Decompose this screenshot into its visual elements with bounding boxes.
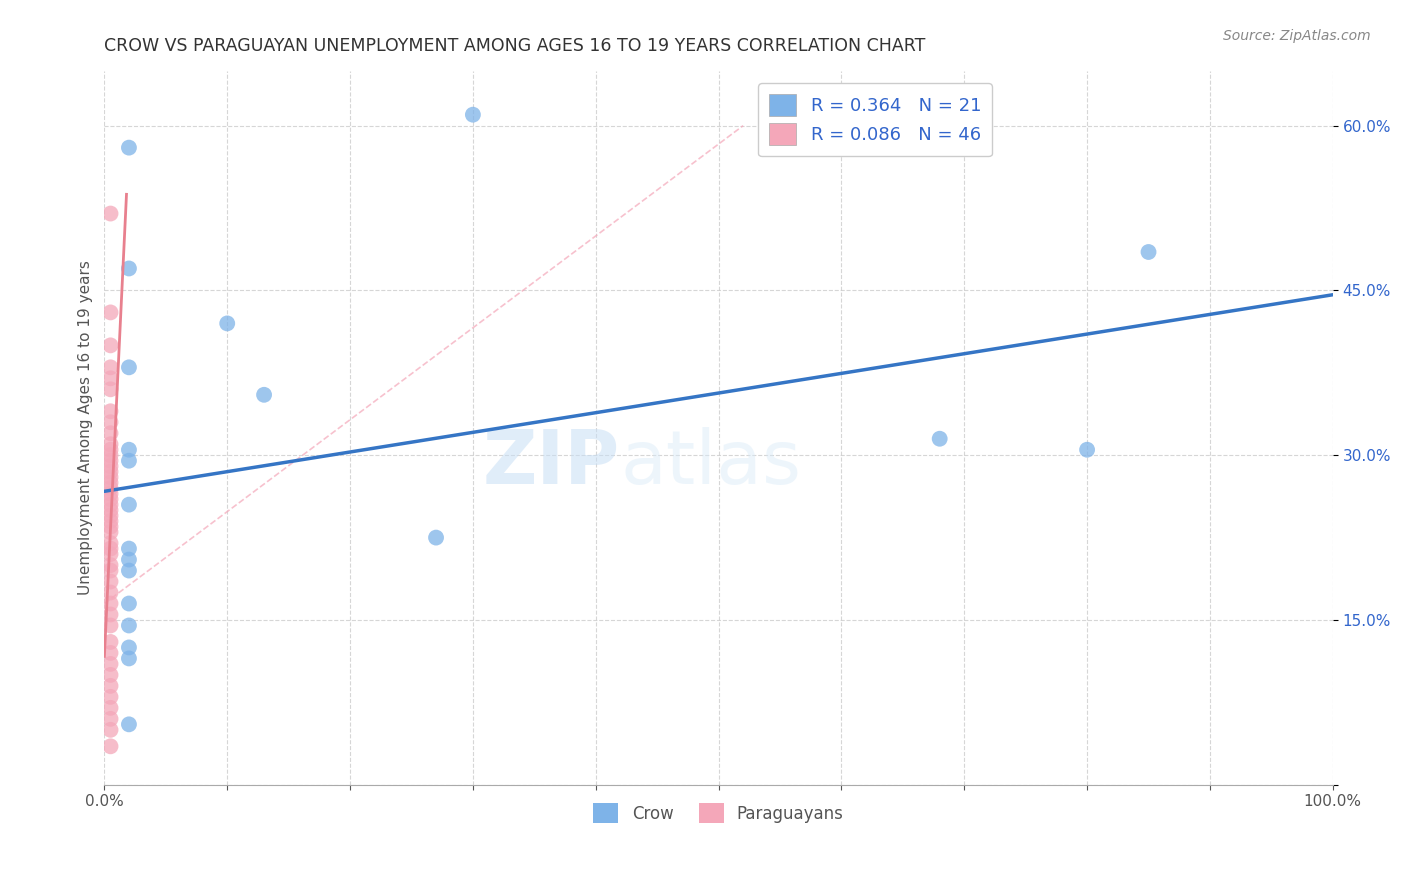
Point <box>118 261 141 276</box>
Point <box>100 426 122 441</box>
Point <box>100 701 122 715</box>
Legend: Crow, Paraguayans: Crow, Paraguayans <box>586 797 851 830</box>
Point <box>100 597 122 611</box>
Point <box>100 437 122 451</box>
Point <box>100 739 122 754</box>
Point <box>100 498 122 512</box>
Point <box>100 305 122 319</box>
Point <box>100 459 122 474</box>
Point <box>100 448 122 462</box>
Text: ZIP: ZIP <box>484 427 620 500</box>
Point <box>100 607 122 622</box>
Point <box>100 415 122 429</box>
Y-axis label: Unemployment Among Ages 16 to 19 years: Unemployment Among Ages 16 to 19 years <box>79 260 93 595</box>
Point <box>100 723 122 737</box>
Point <box>100 525 122 540</box>
Point <box>100 574 122 589</box>
Point <box>100 646 122 660</box>
Point <box>100 547 122 561</box>
Point <box>118 597 141 611</box>
Point <box>217 317 239 331</box>
Point <box>100 508 122 523</box>
Point <box>100 338 122 352</box>
Point <box>118 141 141 155</box>
Point <box>100 503 122 517</box>
Point <box>100 360 122 375</box>
Point <box>100 519 122 533</box>
Point <box>100 492 122 507</box>
Point <box>118 453 141 467</box>
Point <box>100 442 122 457</box>
Point <box>100 481 122 495</box>
Point <box>100 486 122 500</box>
Point <box>100 558 122 572</box>
Point <box>100 657 122 671</box>
Text: atlas: atlas <box>620 427 801 500</box>
Point <box>100 514 122 528</box>
Point <box>100 618 122 632</box>
Point <box>100 635 122 649</box>
Point <box>461 108 484 122</box>
Point <box>928 432 950 446</box>
Point <box>100 679 122 693</box>
Text: CROW VS PARAGUAYAN UNEMPLOYMENT AMONG AGES 16 TO 19 YEARS CORRELATION CHART: CROW VS PARAGUAYAN UNEMPLOYMENT AMONG AG… <box>104 37 925 55</box>
Point <box>118 360 141 375</box>
Point <box>118 498 141 512</box>
Point <box>100 585 122 599</box>
Point <box>1076 442 1098 457</box>
Point <box>100 668 122 682</box>
Point <box>118 640 141 655</box>
Point <box>118 552 141 566</box>
Point <box>118 564 141 578</box>
Point <box>118 618 141 632</box>
Point <box>100 541 122 556</box>
Point <box>100 382 122 396</box>
Point <box>100 404 122 418</box>
Point <box>100 564 122 578</box>
Point <box>1137 245 1160 260</box>
Point <box>100 206 122 220</box>
Point <box>118 442 141 457</box>
Point <box>253 388 276 402</box>
Point <box>100 465 122 479</box>
Point <box>100 536 122 550</box>
Text: Source: ZipAtlas.com: Source: ZipAtlas.com <box>1223 29 1371 43</box>
Point <box>100 475 122 490</box>
Point <box>118 717 141 731</box>
Point <box>118 651 141 665</box>
Point <box>425 531 447 545</box>
Point <box>100 371 122 385</box>
Point <box>100 690 122 704</box>
Point <box>118 541 141 556</box>
Point <box>100 470 122 484</box>
Point <box>100 712 122 726</box>
Point <box>100 453 122 467</box>
